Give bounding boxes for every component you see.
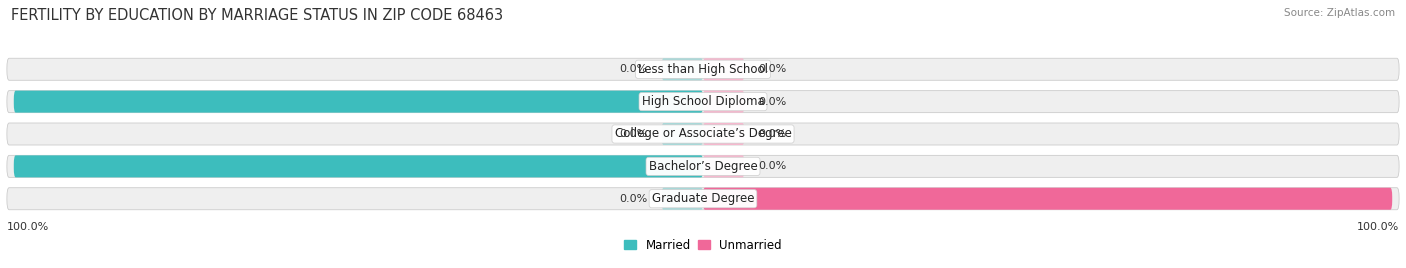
FancyBboxPatch shape xyxy=(703,58,744,80)
FancyBboxPatch shape xyxy=(662,188,703,210)
Text: High School Diploma: High School Diploma xyxy=(641,95,765,108)
FancyBboxPatch shape xyxy=(703,188,1392,210)
Text: FERTILITY BY EDUCATION BY MARRIAGE STATUS IN ZIP CODE 68463: FERTILITY BY EDUCATION BY MARRIAGE STATU… xyxy=(11,8,503,23)
FancyBboxPatch shape xyxy=(7,123,1399,145)
Text: 0.0%: 0.0% xyxy=(620,129,648,139)
Text: Graduate Degree: Graduate Degree xyxy=(652,192,754,205)
FancyBboxPatch shape xyxy=(703,91,744,113)
FancyBboxPatch shape xyxy=(703,123,744,145)
FancyBboxPatch shape xyxy=(7,188,1399,210)
Text: 0.0%: 0.0% xyxy=(620,64,648,74)
Text: 0.0%: 0.0% xyxy=(758,129,786,139)
Text: College or Associate’s Degree: College or Associate’s Degree xyxy=(614,128,792,140)
FancyBboxPatch shape xyxy=(14,155,703,177)
FancyBboxPatch shape xyxy=(7,91,1399,113)
FancyBboxPatch shape xyxy=(7,58,1399,80)
Text: 0.0%: 0.0% xyxy=(758,161,786,171)
FancyBboxPatch shape xyxy=(14,91,703,113)
Text: 0.0%: 0.0% xyxy=(620,194,648,204)
FancyBboxPatch shape xyxy=(7,155,1399,177)
Text: Less than High School: Less than High School xyxy=(638,63,768,76)
Text: Bachelor’s Degree: Bachelor’s Degree xyxy=(648,160,758,173)
Text: 0.0%: 0.0% xyxy=(758,64,786,74)
Legend: Married, Unmarried: Married, Unmarried xyxy=(624,239,782,252)
Text: 100.0%: 100.0% xyxy=(7,222,49,232)
Text: 0.0%: 0.0% xyxy=(758,97,786,107)
Text: Source: ZipAtlas.com: Source: ZipAtlas.com xyxy=(1284,8,1395,18)
FancyBboxPatch shape xyxy=(662,58,703,80)
FancyBboxPatch shape xyxy=(662,123,703,145)
FancyBboxPatch shape xyxy=(703,155,744,177)
Text: 100.0%: 100.0% xyxy=(1357,222,1399,232)
